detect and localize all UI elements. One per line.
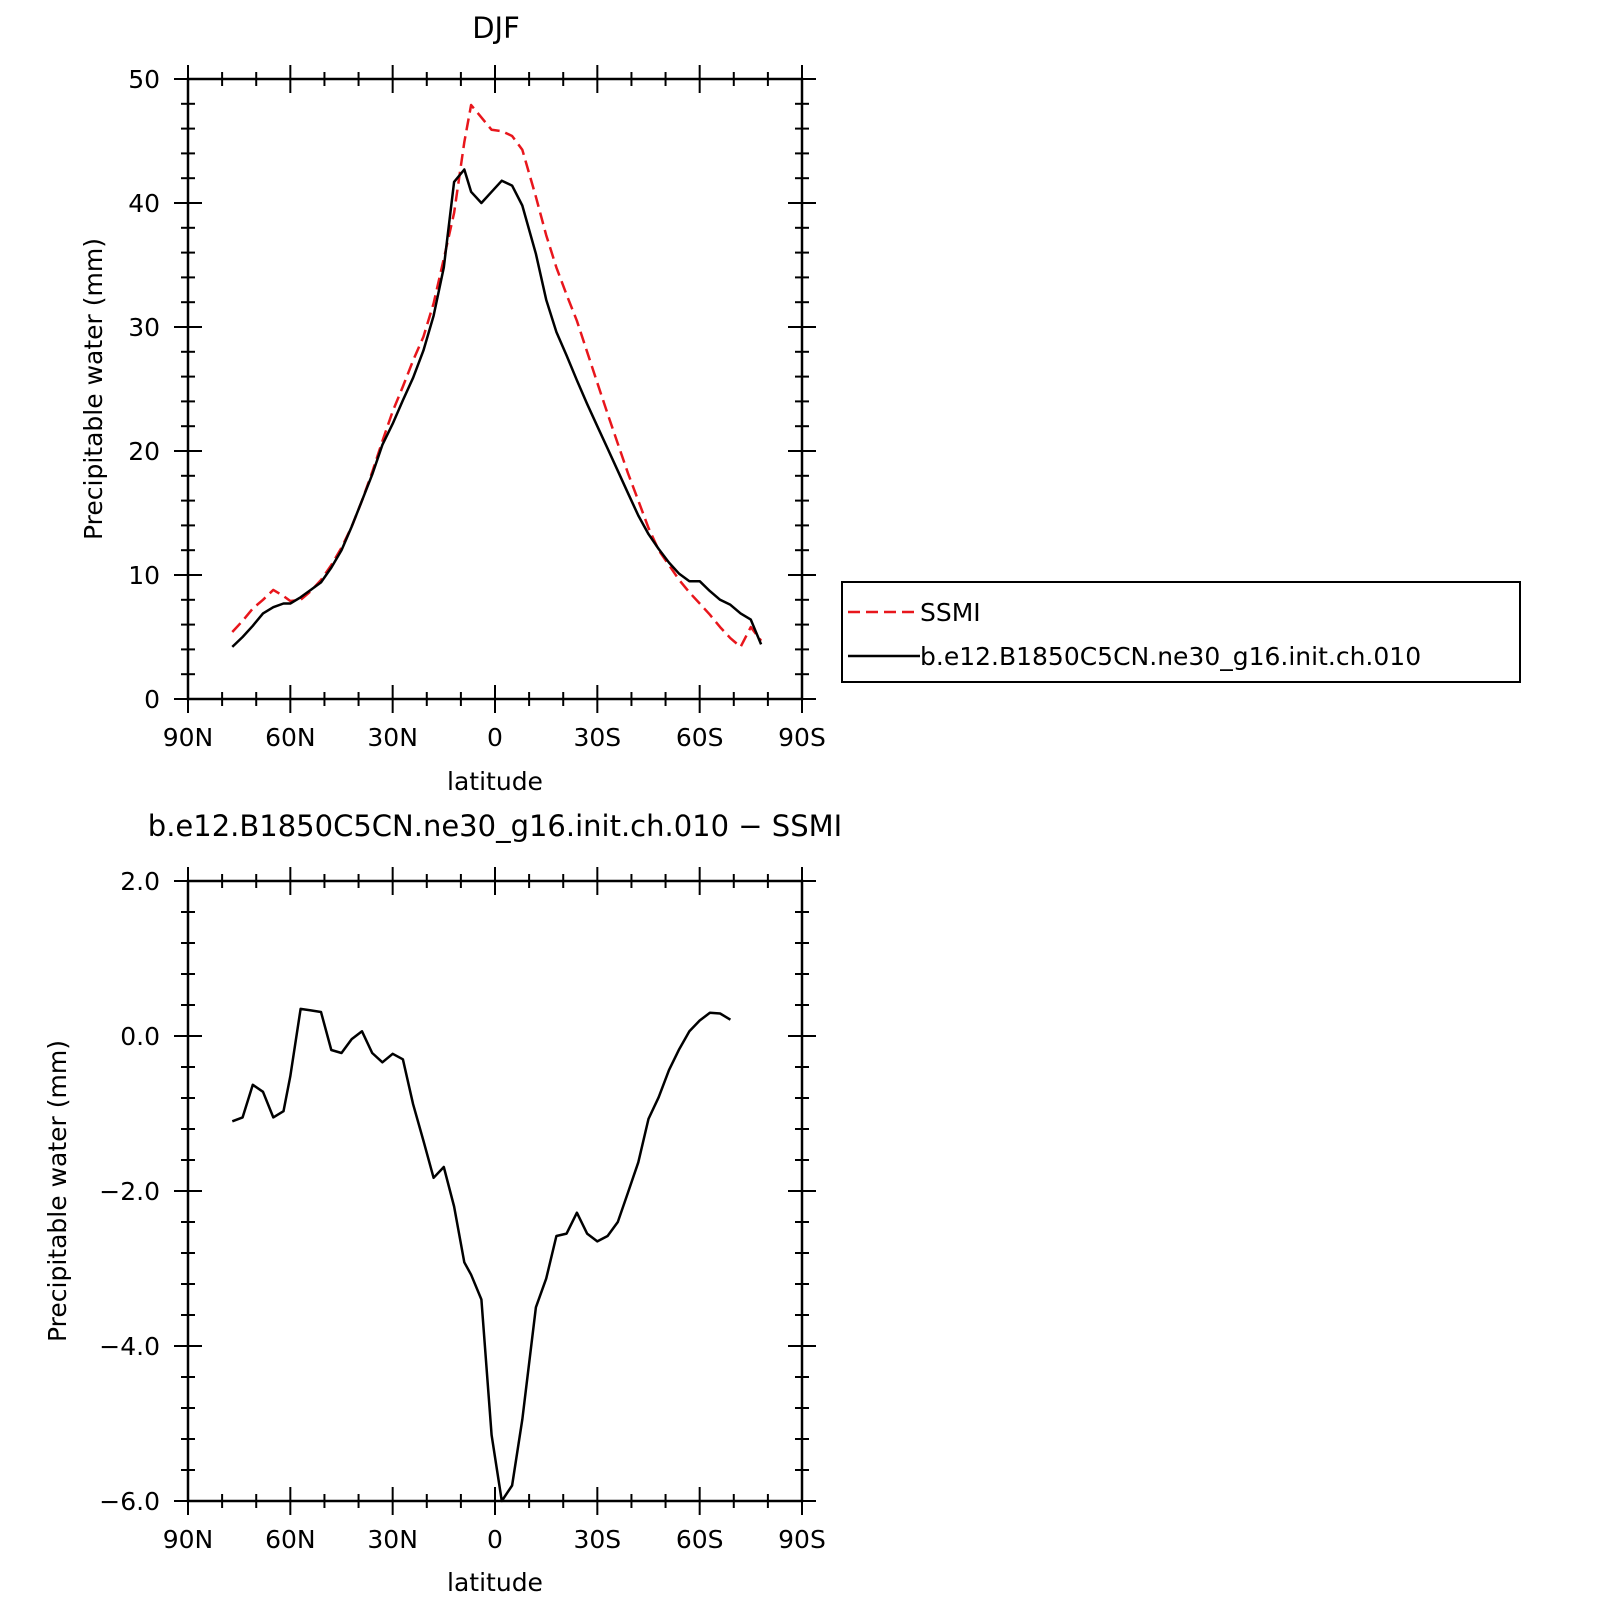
bottom-panel: b.e12.B1850C5CN.ne30_g16.init.ch.010 − S… (43, 809, 842, 1597)
x-tick-label: 90N (163, 1525, 214, 1554)
bottom-xtick-labels: 90N 60N 30N 0 30S 60S 90S (163, 1525, 826, 1554)
x-tick-label: 90S (778, 723, 826, 752)
y-tick-label: −6.0 (99, 1487, 160, 1516)
legend: SSMI b.e12.B1850C5CN.ne30_g16.init.ch.01… (841, 581, 1521, 683)
top-ytick-labels: 0 10 20 30 40 50 (128, 65, 160, 714)
bottom-series (231, 1007, 732, 1503)
top-yaxis-title: Precipitable water (mm) (79, 238, 108, 540)
top-series (231, 103, 763, 649)
x-tick-label: 30S (573, 723, 621, 752)
legend-box (841, 581, 1521, 683)
y-tick-label: 10 (128, 561, 160, 590)
y-tick-label: 0 (144, 685, 160, 714)
bot-series-line-difference (231, 1007, 732, 1503)
bottom-ytick-labels: −6.0 −4.0 −2.0 0.0 2.0 (99, 867, 160, 1516)
y-tick-label: −4.0 (99, 1332, 160, 1361)
y-tick-label: 2.0 (120, 867, 160, 896)
x-tick-label: 90N (163, 723, 214, 752)
x-tick-label: 0 (487, 723, 503, 752)
top-plot-frame (186, 77, 804, 701)
top-chart-title: DJF (472, 11, 520, 45)
x-tick-label: 30N (367, 723, 418, 752)
x-tick-label: 60S (676, 1525, 724, 1554)
x-tick-label: 30N (367, 1525, 418, 1554)
x-tick-label: 90S (778, 1525, 826, 1554)
y-tick-label: −2.0 (99, 1177, 160, 1206)
y-tick-label: 20 (128, 437, 160, 466)
y-tick-label: 50 (128, 65, 160, 94)
bottom-ticks (174, 867, 816, 1515)
x-tick-label: 60S (676, 723, 724, 752)
y-tick-label: 30 (128, 313, 160, 342)
legend-label-ssmi: SSMI (920, 598, 981, 627)
bottom-plot-frame (186, 879, 804, 1503)
top-xtick-labels: 90N 60N 30N 0 30S 60S 90S (163, 723, 826, 752)
y-tick-label: 40 (128, 189, 160, 218)
top-ticks (174, 65, 816, 713)
bottom-chart-title: b.e12.B1850C5CN.ne30_g16.init.ch.010 − S… (148, 809, 842, 843)
x-tick-label: 60N (265, 723, 316, 752)
y-tick-label: 0.0 (120, 1022, 160, 1051)
x-tick-label: 0 (487, 1525, 503, 1554)
top-panel: DJF 0 10 20 30 40 50 90N 60N 30N 0 30S 60S 90S lati… (79, 11, 826, 796)
top-series-line-model (231, 168, 763, 648)
bottom-xaxis-title: latitude (447, 1568, 543, 1597)
x-tick-label: 30S (573, 1525, 621, 1554)
top-xaxis-title: latitude (447, 767, 543, 796)
x-tick-label: 60N (265, 1525, 316, 1554)
legend-label-model: b.e12.B1850C5CN.ne30_g16.init.ch.010 (920, 642, 1421, 671)
bottom-yaxis-title: Precipitable water (mm) (43, 1040, 72, 1342)
